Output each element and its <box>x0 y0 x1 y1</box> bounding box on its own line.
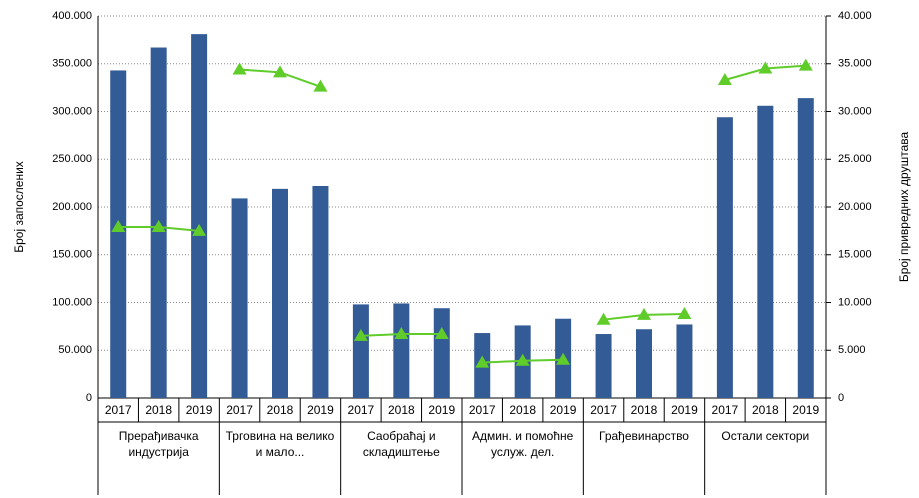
x-tick-label: 2017 <box>469 403 496 417</box>
bar <box>312 186 328 398</box>
y2-tick-label: 35.000 <box>838 58 872 70</box>
y-tick-label: 250.000 <box>52 153 92 165</box>
bar <box>798 98 814 398</box>
y-tick-label: 200.000 <box>52 201 92 213</box>
bar <box>353 304 369 398</box>
line-marker <box>233 62 247 74</box>
bar <box>676 324 692 398</box>
bar <box>110 70 126 398</box>
y2-tick-label: 10.000 <box>838 296 872 308</box>
chart: Број запослених Број привредних друштава… <box>0 0 919 498</box>
y-tick-label: 400.000 <box>52 10 92 22</box>
x-tick-label: 2018 <box>631 403 658 417</box>
y2-tick-label: 5.000 <box>838 344 866 356</box>
bar <box>191 34 207 398</box>
y2-tick-label: 20.000 <box>838 201 872 213</box>
bar <box>636 329 652 398</box>
line-marker <box>677 307 691 319</box>
bar <box>757 106 773 398</box>
y2-tick-label: 25.000 <box>838 153 872 165</box>
group-label-box: Грађевинарство <box>585 428 702 498</box>
x-tick-label: 2018 <box>752 403 779 417</box>
bar <box>717 117 733 398</box>
group-label: Остали сектори <box>707 428 824 444</box>
y-tick-label: 0 <box>86 392 92 404</box>
x-tick-label: 2018 <box>145 403 172 417</box>
y2-tick-label: 30.000 <box>838 105 872 117</box>
x-tick-label: 2019 <box>186 403 213 417</box>
x-tick-label: 2019 <box>428 403 455 417</box>
x-tick-label: 2019 <box>307 403 334 417</box>
x-tick-label: 2019 <box>550 403 577 417</box>
bar <box>232 198 248 398</box>
y2-tick-label: 15.000 <box>838 249 872 261</box>
group-label-box: Остали сектори <box>707 428 824 498</box>
group-label-box: Трговина на велико и мало... <box>221 428 338 498</box>
y-tick-label: 300.000 <box>52 105 92 117</box>
x-tick-label: 2017 <box>590 403 617 417</box>
group-label-box: Прерађивачка индустрија <box>100 428 217 498</box>
y-tick-label: 100.000 <box>52 296 92 308</box>
group-label: Прерађивачка индустрија <box>100 428 217 460</box>
group-label: Трговина на велико и мало... <box>221 428 338 460</box>
bar <box>393 303 409 398</box>
y2-tick-label: 40.000 <box>838 10 872 22</box>
group-label: Саобраћај и складиштење <box>343 428 460 460</box>
x-tick-label: 2018 <box>267 403 294 417</box>
bar <box>434 308 450 398</box>
y-tick-label: 350.000 <box>52 58 92 70</box>
x-tick-label: 2019 <box>671 403 698 417</box>
x-tick-label: 2017 <box>105 403 132 417</box>
x-tick-label: 2017 <box>348 403 375 417</box>
line-marker <box>799 59 813 71</box>
group-label-box: Админ. и помоћне услуж. дел. <box>464 428 581 498</box>
x-tick-label: 2017 <box>712 403 739 417</box>
x-tick-label: 2017 <box>226 403 253 417</box>
x-tick-label: 2018 <box>509 403 536 417</box>
x-tick-label: 2019 <box>792 403 819 417</box>
group-label: Грађевинарство <box>585 428 702 444</box>
group-label-box: Саобраћај и складиштење <box>343 428 460 498</box>
y2-axis-title: Број привредних друштава <box>897 132 911 283</box>
y-axis-title: Број запослених <box>12 161 26 253</box>
group-label: Админ. и помоћне услуж. дел. <box>464 428 581 460</box>
bar <box>272 189 288 398</box>
y-tick-label: 50.000 <box>58 344 92 356</box>
x-tick-label: 2018 <box>388 403 415 417</box>
y2-tick-label: 0 <box>838 392 844 404</box>
y-tick-label: 150.000 <box>52 249 92 261</box>
bar <box>596 334 612 398</box>
